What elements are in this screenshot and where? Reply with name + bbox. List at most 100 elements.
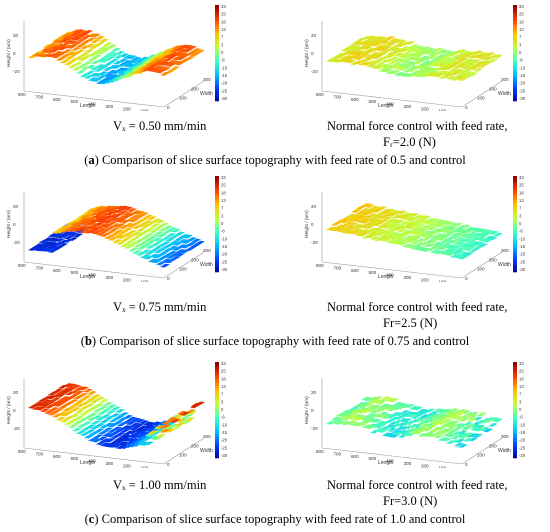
height-tick-label: -20 bbox=[311, 426, 318, 431]
height-tick-label: -20 bbox=[13, 426, 20, 431]
length-tick-label: 800 bbox=[18, 449, 26, 454]
length-tick-label: 300 bbox=[106, 275, 114, 280]
width-tick-label: 300 bbox=[501, 248, 509, 253]
control-label-c-line2: Fr=3.0 (N) bbox=[383, 494, 438, 508]
height-tick-label: 0 bbox=[13, 222, 16, 227]
colorbar-tick-label: -10 bbox=[221, 236, 228, 241]
height-tick-label: 0 bbox=[13, 408, 16, 413]
length-tick-label: 600 bbox=[351, 268, 359, 273]
colorbar-tick-label: 25 bbox=[519, 183, 524, 188]
colorbar-tick-label: 3 bbox=[519, 213, 522, 218]
colorbar-tick-label: -6 bbox=[519, 229, 523, 234]
width-tick-label: 100 bbox=[477, 453, 485, 458]
colorbar-tick-label: -25 bbox=[519, 445, 526, 450]
surface-mesh bbox=[28, 29, 205, 85]
length-tick-label: 400 bbox=[386, 459, 394, 464]
length-tick-label: 100 bbox=[141, 109, 149, 111]
length-tick-label: 400 bbox=[88, 102, 96, 107]
width-tick-label: 0 bbox=[465, 276, 468, 281]
colorbar-tick-label: -10 bbox=[519, 65, 526, 70]
length-axis-label: Length bbox=[80, 460, 96, 466]
height-tick-label: -20 bbox=[13, 69, 20, 74]
width-tick-label: 0 bbox=[167, 105, 170, 110]
colorbar-tick-label: 13 bbox=[519, 384, 524, 389]
colorbar-tick-label: 7 bbox=[221, 206, 224, 211]
plot-axes bbox=[23, 21, 205, 108]
width-tick-label: 200 bbox=[191, 86, 199, 91]
colorbar bbox=[513, 5, 517, 102]
length-tick-label: 400 bbox=[88, 459, 96, 464]
colorbar-tick-label: -6 bbox=[221, 58, 225, 63]
caption-b-letter: b bbox=[84, 334, 92, 348]
colorbar-tick-label: 7 bbox=[519, 392, 522, 397]
height-axis-label: Height / (um) bbox=[6, 39, 12, 67]
caption-c: (c) Comparison of slice surface topograp… bbox=[84, 512, 466, 526]
length-tick-label: 200 bbox=[421, 277, 429, 282]
colorbar-tick-label: -25 bbox=[519, 259, 526, 264]
height-axis-label: Height / (um) bbox=[6, 210, 12, 238]
colorbar-tick-label: -15 bbox=[519, 430, 526, 435]
colorbar-tick-label: -15 bbox=[221, 73, 228, 78]
width-axis-label: Width bbox=[498, 448, 511, 454]
surface-plot-c-left: 8007006005004003002001000Length010020030… bbox=[4, 360, 240, 468]
height-tick-label: -20 bbox=[311, 240, 318, 245]
length-tick-label: 700 bbox=[334, 94, 342, 99]
colorbar-tick-label: 33 bbox=[221, 175, 226, 180]
colorbar-tick-label: 18 bbox=[519, 190, 524, 195]
colorbar-tick-label: 3 bbox=[519, 399, 522, 404]
length-tick-label: 200 bbox=[123, 277, 131, 282]
surface-mesh bbox=[326, 35, 503, 81]
colorbar-tick-label: 25 bbox=[519, 369, 524, 374]
length-tick-label: 200 bbox=[421, 106, 429, 111]
colorbar-tick-label: 18 bbox=[221, 376, 226, 381]
plot-axes bbox=[321, 21, 503, 108]
height-tick-label: 20 bbox=[311, 390, 317, 395]
width-tick-label: 300 bbox=[501, 434, 509, 439]
length-tick-label: 300 bbox=[404, 275, 412, 280]
colorbar-tick-label: -10 bbox=[519, 236, 526, 241]
surface-plot-b-right: 8007006005004003002001000Length010020030… bbox=[302, 174, 538, 282]
caption-a: (a) Comparison of slice surface topograp… bbox=[84, 153, 466, 167]
length-tick-label: 600 bbox=[351, 97, 359, 102]
colorbar-tick-label: -25 bbox=[519, 88, 526, 93]
colorbar-tick-label: 33 bbox=[519, 4, 524, 9]
colorbar-tick-label: -30 bbox=[519, 267, 526, 272]
length-tick-label: 200 bbox=[421, 463, 429, 468]
height-tick-label: 20 bbox=[311, 204, 317, 209]
colorbar-tick-label: 3 bbox=[519, 42, 522, 47]
colorbar-tick-label: -30 bbox=[221, 96, 228, 101]
colorbar-tick-label: 3 bbox=[221, 213, 224, 218]
colorbar-tick-label: -20 bbox=[221, 252, 228, 257]
surface-mesh bbox=[28, 383, 205, 449]
speed-label-a: Vₓ = 0.50 mm/min bbox=[113, 119, 207, 133]
control-label-b-line1: Normal force control with feed rate, bbox=[327, 300, 508, 314]
colorbar-tick-label: 7 bbox=[519, 206, 522, 211]
caption-b: (b) Comparison of slice surface topograp… bbox=[80, 334, 470, 348]
colorbar-tick-label: 0 bbox=[221, 50, 224, 55]
length-axis-label: Length bbox=[378, 103, 394, 109]
control-label-a-line2: Fᵣ=2.0 (N) bbox=[383, 135, 436, 149]
length-tick-label: 300 bbox=[404, 104, 412, 109]
length-tick-label: 700 bbox=[36, 94, 44, 99]
width-axis-label: Width bbox=[498, 262, 511, 268]
length-tick-label: 500 bbox=[71, 99, 79, 104]
colorbar-tick-label: 18 bbox=[519, 376, 524, 381]
colorbar-tick-label: -30 bbox=[519, 453, 526, 458]
colorbar-tick-label: -20 bbox=[519, 252, 526, 257]
height-tick-label: 0 bbox=[311, 222, 314, 227]
colorbar-tick-label: 33 bbox=[221, 361, 226, 366]
width-tick-label: 200 bbox=[489, 443, 497, 448]
length-tick-label: 600 bbox=[53, 97, 61, 102]
colorbar-tick-label: 7 bbox=[221, 392, 224, 397]
colorbar bbox=[215, 176, 219, 273]
colorbar-tick-label: -30 bbox=[221, 267, 228, 272]
width-tick-label: 100 bbox=[477, 267, 485, 272]
colorbar-tick-label: 13 bbox=[519, 27, 524, 32]
colorbar-tick-label: -15 bbox=[221, 430, 228, 435]
length-tick-label: 100 bbox=[141, 280, 149, 282]
length-tick-label: 400 bbox=[386, 273, 394, 278]
length-tick-label: 500 bbox=[369, 99, 377, 104]
colorbar-tick-label: 3 bbox=[221, 399, 224, 404]
caption-a-letter: a bbox=[88, 153, 95, 167]
length-tick-label: 500 bbox=[71, 270, 79, 275]
